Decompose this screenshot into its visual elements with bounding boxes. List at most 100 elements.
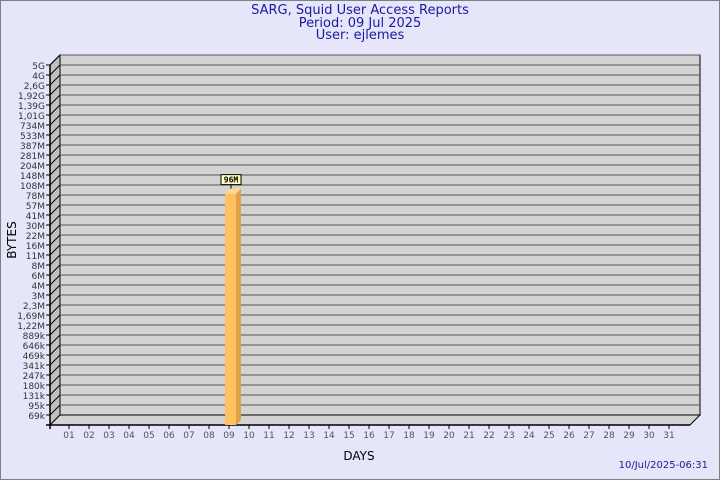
y-tick-diagonal [49, 194, 61, 206]
y-tick-diagonal [49, 284, 61, 296]
y-tick-label: 889k [23, 332, 46, 342]
y-tick-label: 3M [32, 292, 46, 302]
y-tick-diagonal [49, 114, 61, 126]
y-tick-diagonal [49, 224, 61, 236]
x-tick-label: 06 [163, 431, 175, 441]
y-tick-diagonal [49, 54, 61, 66]
x-tick-label: 02 [83, 431, 94, 441]
y-tick-label: 95k [28, 402, 45, 412]
chart-subtitle-user: User: ejlemes [315, 28, 405, 43]
y-tick-label: 180k [23, 382, 46, 392]
x-tick-label: 10 [243, 431, 255, 441]
x-tick-label: 20 [443, 431, 455, 441]
chart-subtitle-period: Period: 09 Jul 2025 [298, 16, 422, 31]
x-tick-label: 08 [203, 431, 215, 441]
x-tick-label: 14 [323, 431, 335, 441]
x-tick-label: 31 [663, 431, 674, 441]
x-tick-label: 25 [543, 431, 554, 441]
y-tick-diagonal [49, 84, 61, 96]
y-tick-label: 1,92G [18, 92, 45, 102]
y-tick-diagonal [49, 234, 61, 246]
floor [48, 414, 702, 426]
y-tick-label: 646k [23, 342, 46, 352]
y-tick-diagonal [49, 314, 61, 326]
y-tick-label: 1,22M [17, 322, 45, 332]
data-label-box [220, 174, 242, 186]
y-tick-label: 16M [26, 242, 45, 252]
y-tick-diagonal [49, 144, 61, 156]
y-tick-label: 41M [26, 212, 45, 222]
y-tick-label: 1,39G [18, 102, 45, 112]
y-tick-diagonal [49, 374, 61, 386]
x-tick-label: 22 [483, 431, 494, 441]
x-tick-label: 05 [143, 431, 154, 441]
x-tick-label: 16 [363, 431, 375, 441]
y-tick-label: 131k [23, 392, 46, 402]
y-tick-label: 469k [23, 352, 46, 362]
y-tick-label: 2,6G [24, 82, 45, 92]
x-tick-label: 21 [463, 431, 474, 441]
x-tick-label: 07 [183, 431, 194, 441]
y-tick-diagonal [49, 354, 61, 366]
y-tick-label: 108M [20, 182, 45, 192]
bar-side [236, 188, 241, 425]
y-tick-label: 78M [26, 192, 45, 202]
x-tick-label: 30 [643, 431, 655, 441]
y-tick-label: 5G [32, 62, 45, 72]
y-tick-diagonal [49, 134, 61, 146]
y-tick-diagonal [49, 404, 61, 416]
y-tick-label: 4M [32, 282, 46, 292]
y-tick-diagonal [49, 214, 61, 226]
y-tick-label: 734M [20, 122, 45, 132]
x-tick-label: 29 [623, 431, 635, 441]
y-tick-diagonal [49, 254, 61, 266]
y-tick-diagonal [49, 154, 61, 166]
y-tick-diagonal [49, 164, 61, 176]
x-tick-label: 03 [103, 431, 114, 441]
y-tick-diagonal [49, 244, 61, 256]
y-tick-diagonal [49, 294, 61, 306]
bar-top [225, 188, 241, 194]
x-tick-label: 26 [563, 431, 575, 441]
y-tick-diagonal [49, 274, 61, 286]
timestamp: 10/Jul/2025-06:31 [618, 460, 708, 471]
chart-title: SARG, Squid User Access Reports [251, 3, 469, 18]
y-tick-diagonal [49, 64, 61, 76]
y-tick-label: 1,69M [17, 312, 45, 322]
y-tick-diagonal [49, 184, 61, 196]
x-tick-label: 15 [343, 431, 354, 441]
y-tick-diagonal [49, 264, 61, 276]
bar [225, 193, 236, 425]
data-label: 96M [224, 176, 239, 185]
y-tick-label: 387M [20, 142, 45, 152]
y-tick-label: 6M [32, 272, 46, 282]
x-tick-label: 19 [423, 431, 435, 441]
x-tick-label: 01 [63, 431, 74, 441]
y-tick-diagonal [49, 74, 61, 86]
y-tick-diagonal [49, 344, 61, 356]
y-tick-label: 8M [32, 262, 46, 272]
x-tick-label: 04 [123, 431, 135, 441]
y-tick-label: 247k [23, 372, 46, 382]
x-tick-label: 28 [603, 431, 615, 441]
y-tick-label: 341k [23, 362, 46, 372]
y-tick-diagonal [49, 394, 61, 406]
y-tick-diagonal [49, 104, 61, 116]
x-tick-label: 13 [303, 431, 314, 441]
y-tick-diagonal [49, 204, 61, 216]
y-tick-label: 30M [26, 222, 45, 232]
y-tick-diagonal [49, 174, 61, 186]
y-tick-diagonal [49, 124, 61, 136]
x-tick-label: 11 [263, 431, 274, 441]
x-axis-label: DAYS [343, 449, 374, 463]
y-tick-diagonal [49, 324, 61, 336]
y-tick-diagonal [49, 334, 61, 346]
y-tick-label: 22M [26, 232, 45, 242]
y-tick-label: 281M [20, 152, 45, 162]
y-tick-label: 11M [26, 252, 45, 262]
x-tick-label: 12 [283, 431, 294, 441]
y-tick-label: 69k [28, 412, 45, 422]
y-tick-label: 57M [26, 202, 45, 212]
x-tick-label: 09 [223, 431, 235, 441]
